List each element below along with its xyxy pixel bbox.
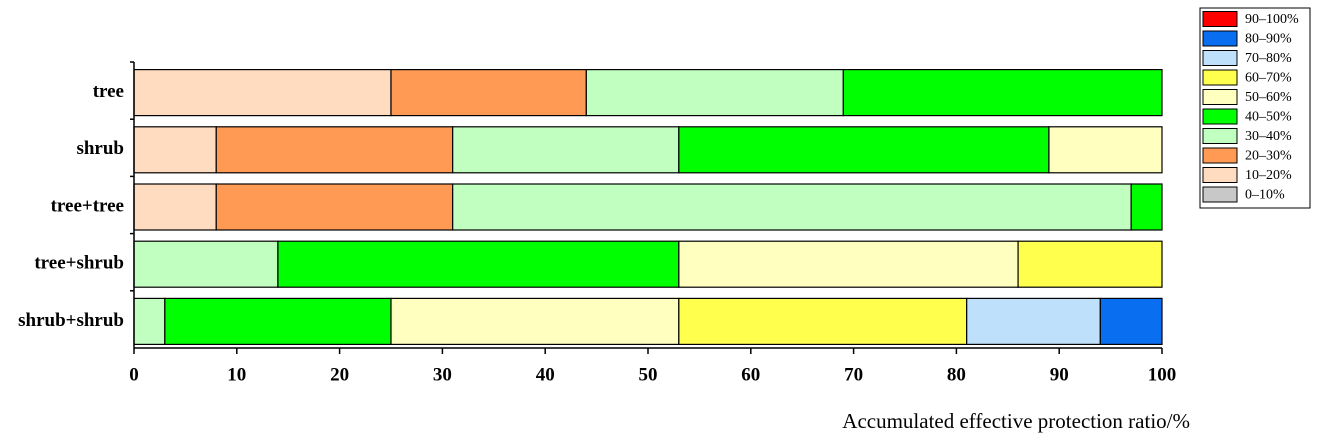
- x-tick-label: 20: [330, 364, 349, 385]
- x-tick-label: 50: [639, 364, 658, 385]
- legend-label: 10–20%: [1245, 168, 1292, 183]
- legend-swatch: [1202, 167, 1238, 183]
- legend-label: 20–30%: [1245, 149, 1292, 164]
- bar-segment: [277, 240, 680, 288]
- legend-label: 50–60%: [1245, 90, 1292, 105]
- bar-segment: [678, 297, 968, 345]
- y-tick-label: tree: [93, 81, 124, 102]
- legend-swatch: [1202, 128, 1238, 144]
- y-tick-label: tree+shrub: [34, 253, 124, 274]
- bar-segment: [678, 126, 1050, 174]
- legend-swatch: [1202, 186, 1238, 203]
- y-tick-label: shrub: [76, 138, 124, 159]
- bar-segment: [133, 68, 392, 117]
- bar-segment: [452, 126, 680, 174]
- legend-swatch: [1202, 147, 1238, 164]
- bar-segment: [678, 240, 1019, 288]
- x-tick-label: 100: [1148, 364, 1177, 385]
- bar-segment: [390, 297, 680, 345]
- bar-segment: [585, 68, 844, 117]
- bar-segment: [164, 297, 392, 345]
- bar-segment: [1048, 126, 1163, 174]
- bar-segment: [966, 297, 1101, 345]
- bar-segment: [1130, 183, 1163, 231]
- bar-segment: [1017, 240, 1163, 288]
- x-tick-label: 10: [227, 364, 246, 385]
- bar-segment: [1099, 297, 1163, 345]
- legend-label: 60–70%: [1245, 71, 1292, 86]
- x-tick-label: 0: [129, 364, 139, 385]
- bar-segment: [452, 183, 1132, 231]
- y-tick-label: shrub+shrub: [18, 310, 124, 331]
- bar-segment: [133, 183, 217, 231]
- legend-label: 30–40%: [1245, 129, 1292, 144]
- x-tick-label: 70: [844, 364, 863, 385]
- x-tick-label: 30: [433, 364, 452, 385]
- bar-segment: [133, 297, 166, 345]
- legend-swatch: [1202, 108, 1238, 125]
- bar-segment: [133, 126, 217, 174]
- bar-segment: [842, 68, 1163, 117]
- x-tick-label: 80: [947, 364, 966, 385]
- legend-label: 90–100%: [1245, 12, 1299, 27]
- bar-segment: [215, 126, 454, 174]
- legend-swatch: [1202, 69, 1238, 86]
- legend-label: 80–90%: [1245, 32, 1292, 47]
- x-tick-label: 60: [741, 364, 760, 385]
- legend-swatch: [1202, 89, 1238, 105]
- bar-segment: [133, 240, 279, 288]
- y-tick-label: tree+tree: [51, 195, 124, 216]
- legend-label: 40–50%: [1245, 110, 1292, 125]
- x-tick-label: 40: [536, 364, 555, 385]
- legend-swatch: [1202, 30, 1238, 47]
- legend-swatch: [1202, 11, 1238, 27]
- bar-segment: [390, 68, 587, 117]
- legend-label: 0–10%: [1245, 188, 1285, 203]
- x-axis-label: Accumulated effective protection ratio/%: [842, 409, 1190, 433]
- legend-label: 70–80%: [1245, 51, 1292, 66]
- legend-swatch: [1202, 50, 1238, 66]
- bar-segment: [215, 183, 454, 231]
- x-tick-label: 90: [1050, 364, 1069, 385]
